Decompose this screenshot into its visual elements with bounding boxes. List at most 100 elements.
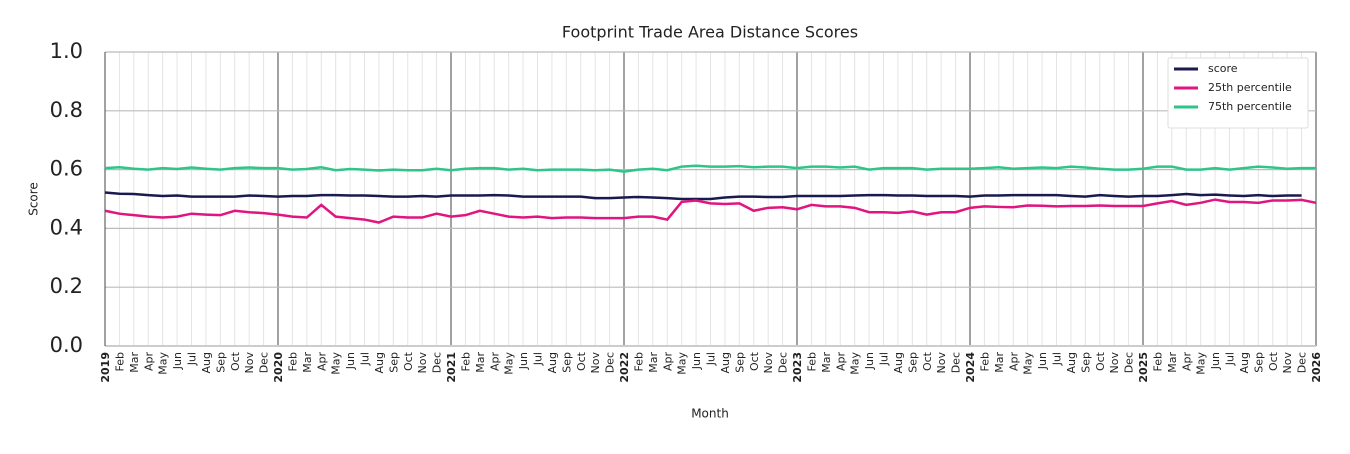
x-tick-label: Jul — [186, 352, 199, 366]
x-tick-label: Sep — [1252, 352, 1265, 373]
legend-label: 75th percentile — [1208, 100, 1292, 113]
x-tick-label: May — [849, 352, 862, 375]
x-tick-label: Sep — [1079, 352, 1092, 373]
x-tick-label: Oct — [575, 351, 588, 371]
x-tick-label: Oct — [1094, 351, 1107, 371]
series-line — [104, 164, 1316, 173]
x-tick-label: 2025 — [1137, 352, 1150, 383]
x-tick-label: Feb — [1151, 352, 1164, 371]
x-tick-label: Dec — [1296, 352, 1309, 373]
x-tick-label: Dec — [604, 352, 617, 373]
x-tick-label: Jul — [359, 352, 372, 366]
x-tick-label: May — [676, 352, 689, 375]
x-tick-label: Aug — [546, 352, 559, 373]
x-tick-label: Apr — [142, 352, 155, 372]
x-tick-label: 2020 — [272, 352, 285, 383]
x-tick-label: May — [330, 352, 343, 375]
x-tick-label: Dec — [950, 352, 963, 373]
x-tick-label: Dec — [1123, 352, 1136, 373]
x-tick-label: Dec — [777, 352, 790, 373]
x-tick-label: Oct — [748, 351, 761, 371]
legend: score 25th percentile 75th percentile — [1167, 57, 1309, 129]
x-tick-label: Aug — [1065, 352, 1078, 373]
x-tick-label: Jul — [532, 352, 545, 366]
x-tick-label: Oct — [1267, 351, 1280, 371]
y-tick-label: 0.6 — [50, 157, 83, 181]
x-tick-label: Nov — [935, 352, 948, 374]
x-tick-label: Aug — [1238, 352, 1251, 373]
x-tick-label: Dec — [258, 352, 271, 373]
x-tick-label: Mar — [1166, 352, 1179, 373]
x-tick-label: Dec — [431, 352, 444, 373]
x-tick-label: 2019 — [99, 352, 112, 383]
x-tick-label: Apr — [661, 352, 674, 372]
x-tick-label: Oct — [402, 351, 415, 371]
x-tick-label: Mar — [474, 352, 487, 373]
y-tick-label: 1.0 — [50, 39, 83, 63]
x-tick-label: Jun — [863, 352, 876, 370]
x-tick-label: Nov — [1108, 352, 1121, 374]
x-tick-label: Jul — [1224, 352, 1237, 366]
x-tick-label: Jun — [1209, 352, 1222, 370]
x-tick-label: Nov — [416, 352, 429, 374]
legend-box — [1167, 57, 1309, 129]
x-tick-label: Nov — [1281, 352, 1294, 374]
series-line — [104, 191, 1302, 201]
x-tick-label: 2026 — [1310, 352, 1323, 383]
x-tick-label: Jul — [1051, 352, 1064, 366]
series-line — [104, 198, 1317, 224]
x-tick-label: Apr — [315, 352, 328, 372]
x-tick-label: Sep — [906, 352, 919, 373]
x-tick-label: 2023 — [791, 352, 804, 383]
x-tick-label: May — [157, 352, 170, 375]
x-tick-label: Aug — [373, 352, 386, 373]
x-tick-label: Mar — [301, 352, 314, 373]
legend-label: score — [1208, 62, 1238, 75]
x-tick-label: Feb — [978, 352, 991, 371]
x-tick-label: Nov — [243, 352, 256, 374]
x-tick-label: May — [1022, 352, 1035, 375]
x-tick-label: Jun — [517, 352, 530, 370]
x-tick-label: Mar — [993, 352, 1006, 373]
x-tick-label: 2021 — [445, 352, 458, 383]
x-tick-label: Sep — [560, 352, 573, 373]
x-tick-label: Mar — [820, 352, 833, 373]
x-tick-label: Jul — [705, 352, 718, 366]
x-tick-label: 2024 — [964, 352, 977, 383]
x-tick-label: May — [1195, 352, 1208, 375]
y-tick-label: 0.0 — [50, 333, 83, 357]
x-tick-label: Aug — [719, 352, 732, 373]
x-tick-label: Mar — [128, 352, 141, 373]
x-tick-label: Nov — [762, 352, 775, 374]
x-tick-label: Aug — [892, 352, 905, 373]
chart-title: Footprint Trade Area Distance Scores — [562, 23, 858, 42]
x-tick-label: 2022 — [618, 352, 631, 383]
x-tick-label: Apr — [488, 352, 501, 372]
x-tick-label: Nov — [589, 352, 602, 374]
x-tick-label: Apr — [1180, 352, 1193, 372]
x-tick-label: Jun — [1036, 352, 1049, 370]
x-tick-label: Apr — [1007, 352, 1020, 372]
x-tick-label: Feb — [113, 352, 126, 371]
x-tick-label: May — [503, 352, 516, 375]
x-tick-label: Feb — [459, 352, 472, 371]
x-axis-label: Month — [691, 407, 729, 421]
x-tick-label: Sep — [387, 352, 400, 373]
x-tick-label: Oct — [921, 351, 934, 371]
x-tick-label: Sep — [733, 352, 746, 373]
x-tick-label: Sep — [214, 352, 227, 373]
x-tick-label: Jun — [690, 352, 703, 370]
x-tick-label: Feb — [805, 352, 818, 371]
y-tick-label: 0.8 — [50, 98, 83, 122]
x-tick-label: Jun — [171, 352, 184, 370]
x-tick-label: Mar — [647, 352, 660, 373]
x-tick-label: Feb — [632, 352, 645, 371]
x-tick-label: Feb — [286, 352, 299, 371]
y-axis-label: Score — [27, 182, 41, 216]
y-tick-label: 0.4 — [50, 215, 83, 239]
x-tick-label: Jun — [344, 352, 357, 370]
x-tick-label: Aug — [200, 352, 213, 373]
x-tick-label: Apr — [834, 352, 847, 372]
x-tick-label: Jul — [878, 352, 891, 366]
